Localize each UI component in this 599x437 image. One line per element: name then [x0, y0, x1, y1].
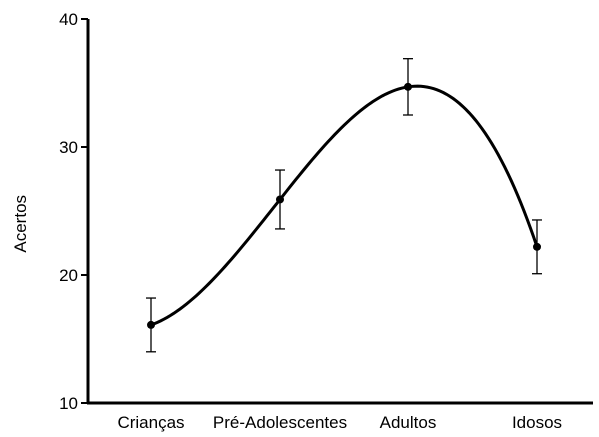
x-tick-label: Idosos	[512, 413, 562, 432]
y-tick-label: 30	[59, 138, 78, 157]
data-point	[404, 82, 412, 91]
x-tick-label: Crianças	[117, 413, 184, 432]
data-point	[276, 195, 284, 204]
data-point	[147, 320, 155, 329]
y-axis-label: Acertos	[11, 195, 30, 253]
y-tick-label: 10	[59, 394, 78, 413]
y-ticks: 10 20 30 40	[59, 10, 88, 413]
y-tick-label: 20	[59, 266, 78, 285]
x-tick-label: Pré-Adolescentes	[213, 413, 347, 432]
series-curve	[150, 84, 539, 327]
axes	[86, 19, 593, 405]
data-point	[533, 242, 541, 251]
data-points	[146, 58, 542, 353]
x-tick-label: Adultos	[380, 413, 437, 432]
y-tick-label: 40	[59, 10, 78, 29]
x-ticks: Crianças Pré-Adolescentes Adultos Idosos	[117, 413, 562, 432]
